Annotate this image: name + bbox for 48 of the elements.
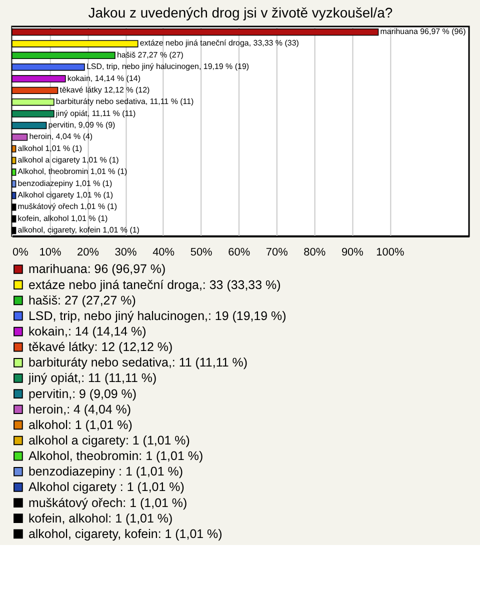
x-tick-label: 10% — [39, 246, 62, 259]
legend-label: hašiš: 27 (27,27 %) — [28, 293, 136, 308]
legend-label: heroin,: 4 (4,04 %) — [28, 402, 132, 416]
legend-label: těkavé látky: 12 (12,12 %) — [28, 340, 173, 354]
legend-label: barbituráty nebo sedativa,: 11 (11,11 %) — [28, 356, 248, 370]
x-tick-label: 30% — [114, 246, 138, 259]
data-label: barbituráty nebo sedativa, 11,11 % (11) — [56, 97, 194, 106]
legend-label: kofein, alkohol: 1 (1,01 %) — [28, 511, 173, 526]
data-label: jiný opiát, 11,11 % (11) — [54, 108, 136, 118]
legend-label: muškátový ořech: 1 (1,01 %) — [28, 496, 188, 510]
legend-label: alkohol: 1 (1,01 %) — [28, 418, 132, 432]
x-tick-label: 70% — [266, 246, 288, 259]
x-tick-label: 80% — [304, 246, 326, 259]
legend-label: Alkohol cigarety : 1 (1,01 %) — [28, 480, 184, 494]
x-tick-label: 0% — [12, 246, 29, 259]
data-label: alkohol 1,01 % (1) — [18, 144, 82, 153]
chart-title: Jakou z uvedených drog jsi v životě vyzkoušel/a? — [88, 4, 393, 21]
legend-label: pervitin,: 9 (9,09 %) — [28, 386, 137, 401]
data-label: hašiš 27,27 % (27) — [116, 50, 184, 60]
data-label: alkohol a cigarety 1,01 % (1) — [18, 155, 120, 164]
data-label: pervitin, 9,09 % (9) — [48, 120, 116, 130]
legend-label: kokain,: 14 (14,14 %) — [28, 324, 146, 339]
data-label: kofein, alkohol 1,01 % (1) — [18, 214, 108, 223]
x-tick-label: 20% — [77, 246, 100, 259]
data-label: extáze nebo jiná taneční droga, 33,33 % (33) — [140, 38, 300, 48]
x-tick-label: 100% — [376, 246, 404, 259]
data-label: muškátový ořech 1,01 % (1) — [18, 202, 118, 212]
legend-label: jiný opiát,: 11 (11,11 %) — [27, 371, 157, 386]
x-tick-label: 50% — [190, 246, 213, 259]
data-label: kokain, 14,14 % (14) — [67, 74, 141, 83]
x-tick-label: 90% — [341, 246, 364, 259]
legend-label: alkohol a cigarety: 1 (1,01 %) — [28, 433, 190, 448]
data-label: Alkohol cigarety 1,01 % (1) — [18, 190, 114, 200]
data-label: marihuana 96,97 % (96) — [380, 27, 466, 36]
x-tick-label: 40% — [152, 246, 175, 259]
legend-label: Alkohol, theobromin: 1 (1,01 %) — [28, 449, 204, 464]
data-label: Alkohol, theobromin 1,01 % (1) — [18, 167, 128, 176]
data-label: alkohol, cigarety, kofein 1,01 % (1) — [18, 226, 140, 235]
x-tick-label: 60% — [228, 246, 250, 259]
legend-label: extáze nebo jiná taneční droga,: 33 (33,33 %) — [28, 278, 281, 292]
data-label: heroin, 4,04 % (4) — [29, 132, 93, 142]
data-label: LSD, trip, nebo jiný halucinogen, 19,19 % (19) — [86, 62, 250, 72]
legend-label: benzodiazepiny : 1 (1,01 %) — [28, 464, 184, 479]
data-label: benzodiazepiny 1,01 % (1) — [18, 178, 112, 188]
legend-label: alkohol, cigarety, kofein: 1 (1,01 %) — [28, 526, 222, 541]
legend-label: LSD, trip, nebo jiný halucinogen,: 19 (19,19 %) — [28, 308, 286, 323]
legend-label: marihuana: 96 (96,97 %) — [28, 262, 166, 276]
data-label: těkavé látky 12,12 % (12) — [60, 85, 150, 94]
